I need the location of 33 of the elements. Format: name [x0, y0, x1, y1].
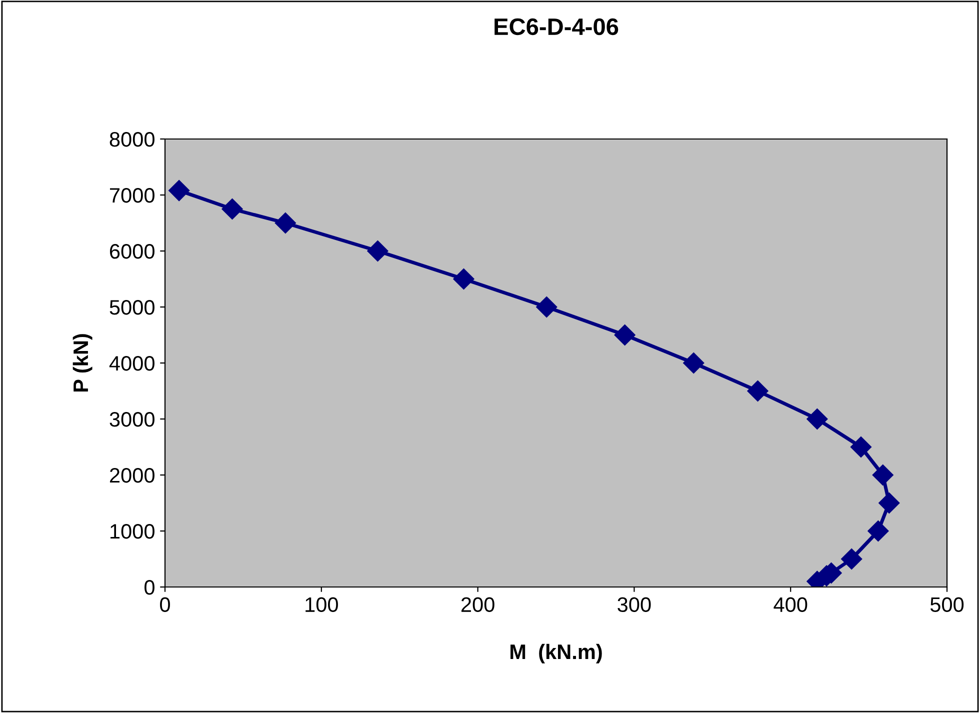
- y-tick-label: 4000: [109, 356, 154, 371]
- x-tick-label: 300: [618, 597, 651, 612]
- point: [222, 198, 243, 220]
- point: [878, 492, 900, 514]
- y-tick-label: 5000: [110, 300, 154, 315]
- point: [367, 240, 388, 262]
- y-tick-label: 1000: [110, 524, 154, 539]
- point: [841, 548, 862, 570]
- y-tick-label: 6000: [110, 244, 154, 259]
- point: [872, 464, 894, 486]
- y-tick-label: 0: [144, 580, 154, 595]
- y-tick-label: 7000: [110, 188, 154, 203]
- x-tick-label: 500: [930, 597, 964, 612]
- x-axis-title: M (kN.m): [510, 644, 602, 664]
- point: [453, 268, 474, 290]
- x-tick-label: 200: [461, 597, 494, 612]
- y-tick-label: 2000: [110, 468, 154, 483]
- y-tick-label: 3000: [110, 412, 154, 427]
- point: [868, 520, 889, 542]
- point: [747, 380, 768, 402]
- x-tick-label: 100: [306, 597, 338, 612]
- point: [806, 408, 828, 430]
- point: [614, 324, 636, 346]
- point: [850, 436, 872, 458]
- point: [536, 296, 558, 318]
- x-tick-label: 400: [774, 597, 808, 612]
- y-tick-label: 8000: [110, 132, 154, 147]
- point: [683, 352, 704, 374]
- point: [274, 212, 296, 234]
- chart-title: EC6-D-4-06: [494, 18, 618, 36]
- point: [168, 180, 190, 202]
- y-axis-title: P (kN): [72, 334, 92, 392]
- x-tick-label: 0: [160, 597, 170, 612]
